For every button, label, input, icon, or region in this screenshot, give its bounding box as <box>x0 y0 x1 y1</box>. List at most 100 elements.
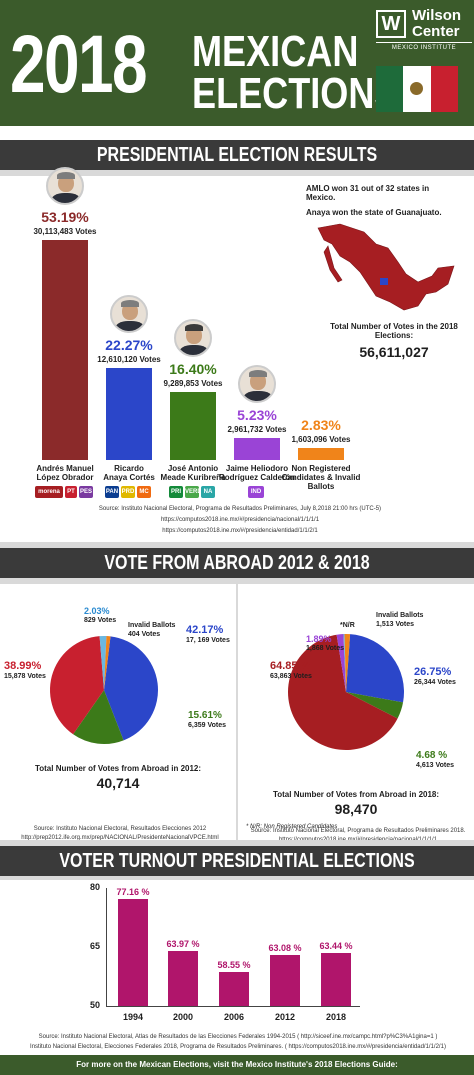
logo-mark: W <box>376 10 406 38</box>
section-title: PRESIDENTIAL ELECTION RESULTS <box>96 144 378 166</box>
pie-svg <box>49 636 159 744</box>
footer-link[interactable]: For more on the Mexican Elections, visit… <box>0 1055 474 1075</box>
pie-note: * N/R: Non Registered Candidates <box>246 824 338 830</box>
pie-svg <box>288 634 404 750</box>
x-tick-label: 2006 <box>223 1012 245 1022</box>
bar-candidate-name: Non Registered Candidates & Invalid Ballot… <box>281 464 361 491</box>
party-logo-nueva-icon: NA <box>201 486 215 498</box>
side-note-amlo: AMLO won 31 out of 32 states in Mexico. <box>306 184 430 202</box>
bar-candidate-1 <box>42 240 88 460</box>
turnout-bar <box>321 953 351 1006</box>
total-votes-label: Total Number of Votes in the 2018 Electi… <box>330 322 458 340</box>
pie-votes-label: 17, 169 Votes <box>186 637 230 644</box>
bar-pct-label: 5.23% <box>237 407 277 424</box>
source-line3: https://computos2018.ine.mx/#/presidenci… <box>162 528 318 534</box>
party-logo-pt-icon: PT <box>65 486 77 498</box>
pie-pct-label: Invalid Ballots <box>376 612 424 619</box>
pie-source-url: http://prep2012.ife.org.mx/prep/NACIONAL… <box>21 835 219 841</box>
pie-votes-label: 829 Votes <box>84 617 117 624</box>
pie-pct-label: 4.68 % <box>416 750 448 761</box>
pie-votes-label: 1,868 Votes <box>306 645 345 652</box>
divider <box>236 584 238 840</box>
pie-slice-pri-verde-na <box>346 692 404 719</box>
pie-votes-label: 26,344 Votes <box>414 679 456 686</box>
pie-source: Source: Instituto Nacional Electoral, Pr… <box>250 828 466 834</box>
section-title: VOTE FROM ABROAD 2012 & 2018 <box>104 552 370 574</box>
turnout-bar <box>118 899 148 1006</box>
pie-votes-label: 63,863 Votes <box>270 673 312 680</box>
logo-name: Wilson Center <box>412 7 462 40</box>
bar-candidate-2 <box>106 367 152 460</box>
party-logo-indep-icon: IND <box>248 486 264 498</box>
side-note-anaya: Anaya won the state of Guanajuato. <box>306 208 442 217</box>
bar-candidate-name: Andrés Manuel López Obrador <box>36 464 94 482</box>
divider <box>0 542 474 548</box>
pie-pct-label: 15.61% <box>188 710 222 721</box>
x-tick-label: 2018 <box>325 1012 347 1022</box>
bar-votes-label: 1,603,096 Votes <box>291 435 351 445</box>
turnout-bar <box>219 972 249 1006</box>
party-logo-prd-icon: PRD <box>121 486 135 498</box>
section-bar-presidential: PRESIDENTIAL ELECTION RESULTS <box>0 140 474 170</box>
y-tick-label: 80 <box>89 882 100 892</box>
turnout-chart: 80 65 50 77.16 % 1994 63.97 % 2000 58.55 % 2006 6… <box>0 880 474 1030</box>
pie-votes-label: 15,878 Votes <box>4 673 46 680</box>
candidate-photo-icon <box>238 365 276 404</box>
source-line1: Source: Instituto Nacional Electoral, Pr… <box>98 506 382 512</box>
pie-total-label: Total Number of Votes from Abroad in 201… <box>34 764 202 773</box>
bar-pct-label: 16.40% <box>169 361 217 378</box>
logo-subtitle: MEXICO INSTITUTE <box>376 42 472 51</box>
y-tick-label: 50 <box>89 1000 100 1010</box>
section-title: VOTER TURNOUT PRESIDENTIAL ELECTIONS 199… <box>59 850 415 902</box>
turnout-value-label: 77.16 % <box>116 887 150 898</box>
party-logo-morena-icon: morena <box>35 486 63 498</box>
x-tick-label: 2012 <box>274 1012 296 1022</box>
bar-pct-label: 22.27% <box>105 336 153 353</box>
pie-slice-nueva-alianza <box>99 636 107 690</box>
wilson-center-logo: W Wilson Center MEXICO INSTITUTE <box>376 8 472 52</box>
title-line1: MEXICAN <box>192 27 359 76</box>
pie-votes-label: 1,513 Votes <box>376 621 415 628</box>
source-line2: https://computos2018.ine.mx/#/presidenci… <box>160 517 320 523</box>
pie-total-value: 98,470 <box>334 801 378 817</box>
pie-pct-label: 26.75% <box>414 666 452 678</box>
bar-candidate-name: Jaime Heliodoro Rodríguez Calderón <box>218 464 295 482</box>
candidate-photo-icon <box>110 294 148 333</box>
turnout-source1: Source: Instituto Nacional Electoral, At… <box>38 1034 438 1040</box>
pie-slice-prd-pt <box>49 636 104 735</box>
x-tick-label: 2000 <box>172 1012 194 1022</box>
presidential-chart: 30,113,483 Votes 53.19% Andrés Manuel López… <box>0 167 474 528</box>
bar-votes-label: 2,961,732 Votes <box>227 425 287 435</box>
bar-pct-label: 2.83% <box>301 417 341 434</box>
party-logo-verde-icon: VERDE <box>185 486 206 498</box>
photo-hair <box>249 370 267 378</box>
title-year: 2018 <box>10 19 148 110</box>
candidate-photo-icon <box>174 319 212 358</box>
photo-body <box>243 391 273 402</box>
mexico-flag-icon <box>376 66 458 112</box>
bar-candidate-3 <box>170 392 216 460</box>
pie-pct-label: *N/R <box>340 622 355 629</box>
bar-votes-label: 9,289,853 Votes <box>163 379 223 389</box>
party-logo-mc-icon: MC <box>137 486 151 498</box>
pie-slice-invalid-ballots <box>104 636 111 690</box>
header-banner: 2018 MEXICAN ELECTIONS W Wilson Center M… <box>0 0 474 126</box>
section-bar-abroad: VOTE FROM ABROAD 2012 & 2018 <box>0 548 474 578</box>
turnout-bar <box>270 954 300 1006</box>
party-logo-pan-icon: PAN <box>105 486 119 498</box>
bar-candidate-name: José Antonio Meade Kuribreña <box>160 464 226 482</box>
bar-votes-label: 12,610,120 Votes <box>97 354 161 364</box>
pie-slice-n-r <box>343 634 346 692</box>
pie-slice-independiente <box>336 634 346 692</box>
pie-chart-2012: 42.17% 17, 169 Votes 15.61% 6,359 Votes 38.9… <box>0 584 236 841</box>
section-bar-turnout: VOTER TURNOUT PRESIDENTIAL ELECTIONS 199… <box>0 846 474 902</box>
photo-body <box>179 345 209 356</box>
pie-source: Source: Instituto Nacional Electoral, Re… <box>33 826 207 832</box>
turnout-source2: Instituto Nacional Electoral, Elecciones… <box>30 1044 446 1050</box>
pie-total-value: 40,714 <box>96 775 140 791</box>
photo-hair <box>185 324 203 332</box>
divider <box>0 170 474 176</box>
pie-votes-label: 404 Votes <box>128 631 161 638</box>
pie-votes-label: 6,359 Votes <box>188 722 227 729</box>
bar-candidate-5 <box>298 448 344 460</box>
